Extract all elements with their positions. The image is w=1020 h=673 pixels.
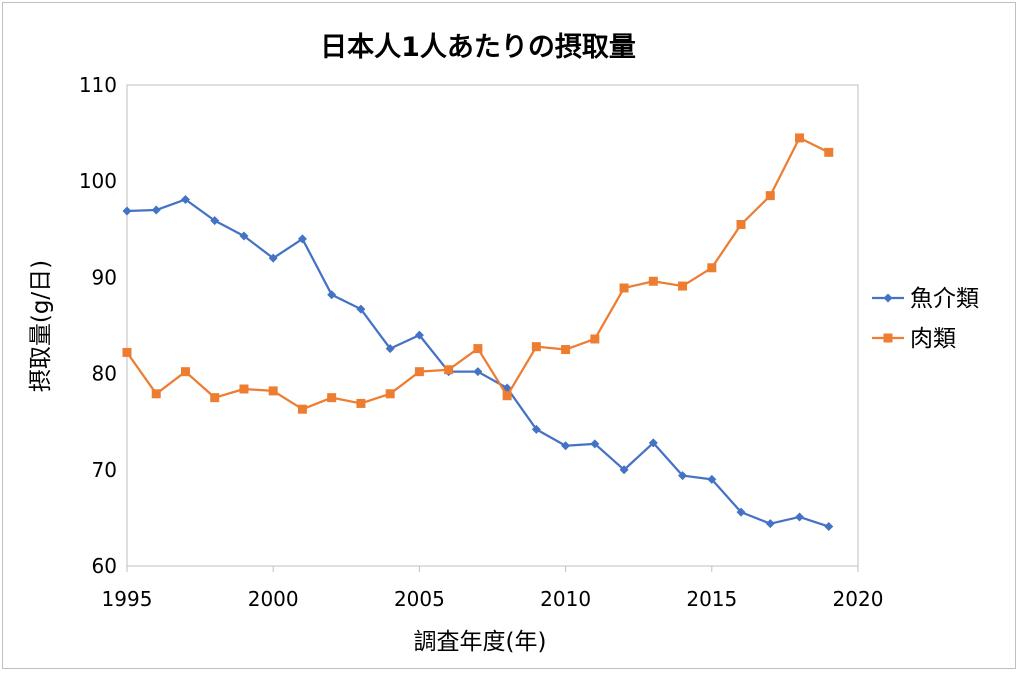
x-tick-label: 1995: [102, 587, 153, 611]
series-2-point: [531, 342, 541, 352]
series-1-point: [268, 253, 278, 263]
series-1-point: [473, 367, 483, 377]
series-1-point: [707, 474, 717, 484]
series-1-point: [297, 234, 307, 244]
series-1-point: [356, 304, 366, 314]
series-2-point: [678, 281, 688, 291]
y-axis-title: 摂取量(g/日): [28, 260, 54, 392]
series-2-point: [210, 393, 220, 403]
x-axis: 1995 2000 2005 2010 2015 2020: [102, 566, 884, 611]
y-tick-label: 90: [92, 265, 117, 289]
series-2-point: [561, 345, 571, 355]
series-layer: [122, 133, 834, 532]
series-1-point: [180, 194, 190, 204]
series-1-point: [824, 522, 834, 532]
series-2-point: [180, 367, 190, 377]
series-1-point: [122, 206, 132, 216]
series-2-point: [765, 191, 775, 201]
series-2-point: [619, 283, 629, 293]
series-1-point: [531, 424, 541, 434]
x-tick-label: 2015: [686, 587, 737, 611]
series-1-point: [765, 519, 775, 529]
plot-area: [126, 84, 859, 567]
series-1-point: [414, 330, 424, 340]
y-tick-label: 100: [79, 169, 117, 193]
series-2-point: [473, 344, 483, 354]
x-tick-label: 2000: [248, 587, 299, 611]
series-2-point: [707, 263, 717, 273]
y-axis: 60 70 80 90 100 110: [79, 73, 117, 578]
series-2: [122, 133, 834, 414]
series-1-point: [590, 439, 600, 449]
series-2-point: [824, 147, 834, 157]
series-2-point: [795, 133, 805, 143]
series-2-point: [268, 386, 278, 396]
series-2-point: [297, 404, 307, 414]
series-2-point: [590, 334, 600, 344]
series-2-point: [151, 389, 161, 399]
y-tick-label: 60: [92, 554, 117, 578]
y-tick-label: 80: [92, 362, 117, 386]
series-2-point: [385, 389, 395, 399]
x-tick-label: 2010: [540, 587, 591, 611]
series-2-point: [444, 365, 454, 375]
y-tick-label: 70: [92, 458, 117, 482]
legend-label-1: 魚介類: [910, 286, 979, 312]
series-1-point: [327, 290, 337, 300]
legend-marker-1: [883, 293, 893, 303]
series-1-point: [795, 512, 805, 522]
series-1-point: [210, 216, 220, 226]
x-tick-label: 2005: [394, 587, 445, 611]
x-tick-label: 2020: [833, 587, 884, 611]
series-1-point: [648, 438, 658, 448]
series-2-point: [356, 398, 366, 408]
series-2-point: [327, 393, 337, 403]
plot-border: [126, 84, 859, 567]
series-2-point: [736, 219, 746, 229]
series-1-point: [239, 231, 249, 241]
series-2-point: [122, 347, 132, 357]
series-1-point: [561, 441, 571, 451]
series-1-point: [151, 205, 161, 215]
chart-title: 日本人1人あたりの摂取量: [320, 32, 636, 63]
legend-marker-2: [883, 333, 893, 343]
series-2-point: [239, 384, 249, 394]
series-2-point: [648, 276, 658, 286]
series-1-point: [619, 465, 629, 475]
x-axis-title: 調査年度(年): [414, 629, 547, 655]
legend-label-2: 肉類: [910, 326, 956, 352]
series-2-point: [502, 391, 512, 401]
y-tick-label: 110: [79, 73, 117, 97]
series-2-point: [414, 367, 424, 377]
series-1: [122, 194, 834, 532]
series-1-point: [736, 507, 746, 517]
series-1-point: [385, 344, 395, 354]
series-1-point: [678, 471, 688, 481]
